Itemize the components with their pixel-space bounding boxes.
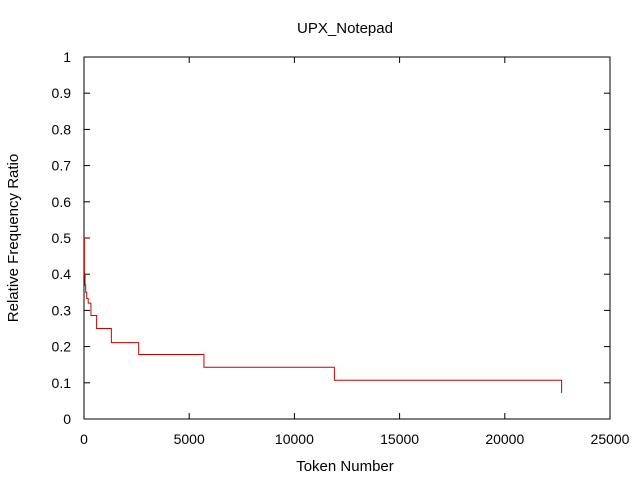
series-line — [83, 237, 563, 393]
y-tick-label: 0.2 — [52, 339, 72, 355]
x-tick-label: 10000 — [275, 431, 314, 447]
x-tick-label: 25000 — [591, 431, 630, 447]
y-tick-label: 0.6 — [52, 194, 72, 210]
x-axis-title: Token Number — [296, 458, 394, 475]
plot-frame — [83, 56, 611, 420]
chart-title: UPX_Notepad — [297, 20, 393, 37]
axis-ticks — [83, 56, 611, 420]
x-tick-label: 20000 — [485, 431, 524, 447]
y-tick-label: 0.7 — [52, 158, 72, 174]
y-tick-label: 0.1 — [52, 375, 72, 391]
x-tick-label: 15000 — [380, 431, 419, 447]
y-tick-label: 0.5 — [52, 230, 72, 246]
y-tick-label: 0.9 — [52, 85, 72, 101]
y-tick-label: 0 — [63, 411, 71, 427]
y-tick-label: 0.3 — [52, 302, 72, 318]
x-tick-label: 5000 — [174, 431, 205, 447]
y-tick-label: 0.8 — [52, 121, 72, 137]
y-tick-label: 0.4 — [52, 266, 72, 282]
axis-tick-labels: 0 5000 10000 15000 20000 25000 0 0.1 0.2 0.3 0.4 0.… — [52, 49, 630, 447]
y-axis-title: Relative Frequency Ratio — [5, 154, 22, 322]
y-tick-label: 1 — [63, 49, 71, 65]
x-tick-label: 0 — [80, 431, 88, 447]
